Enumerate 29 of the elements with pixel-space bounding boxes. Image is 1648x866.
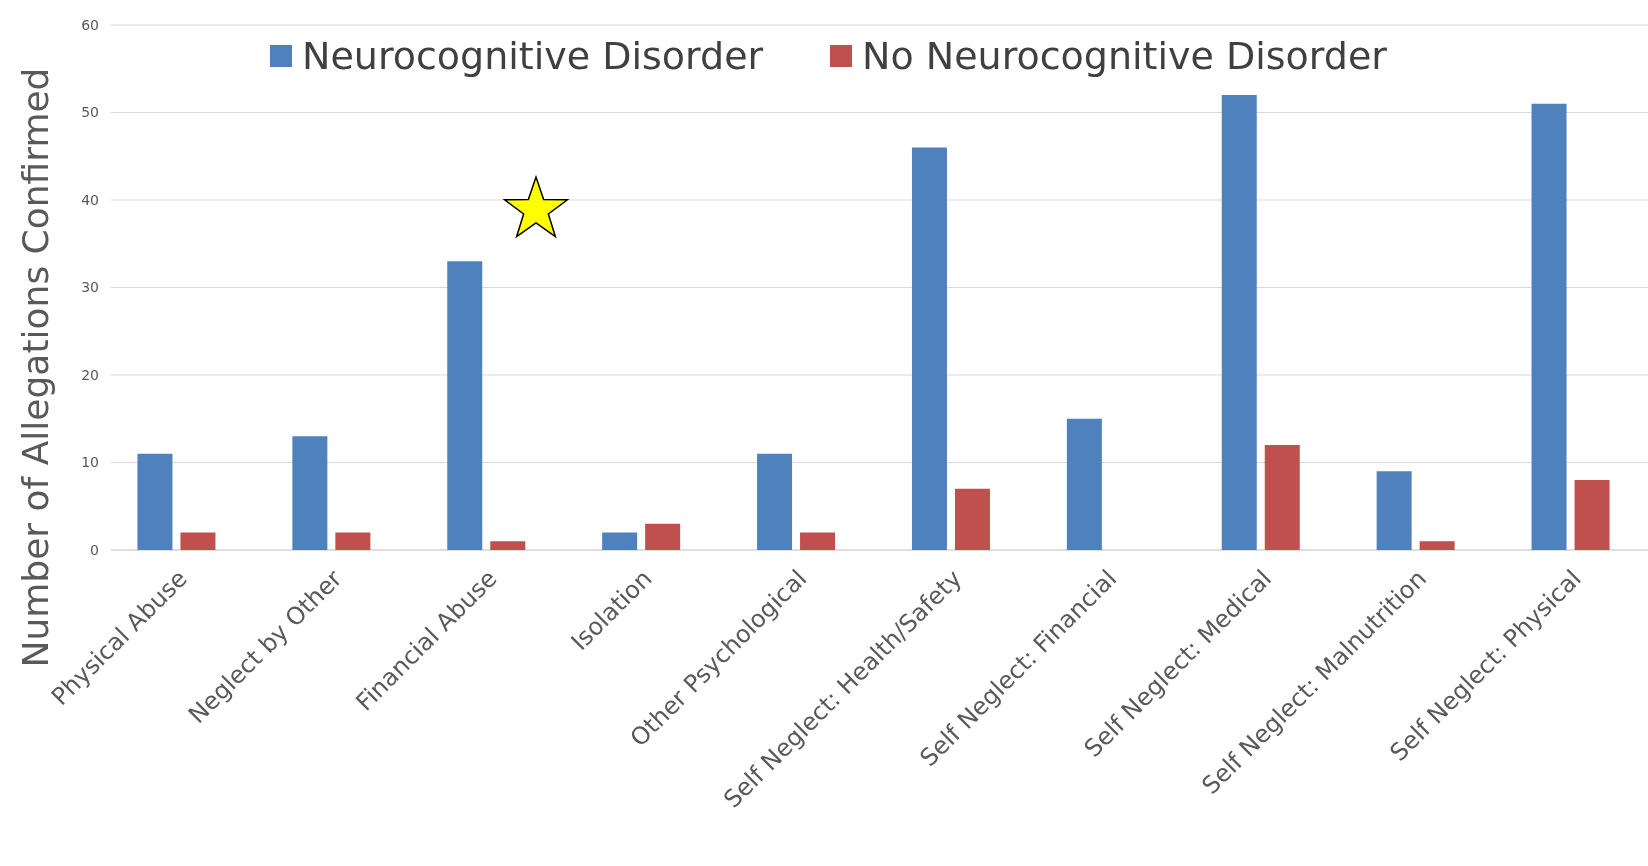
y-tick-label: 40 [81,191,99,208]
bar [1264,445,1300,550]
bar [1376,471,1412,550]
bar [800,532,836,550]
bar [954,488,990,550]
bar [645,523,681,550]
bar [1221,95,1257,550]
legend-label: No Neurocognitive Disorder [862,34,1388,79]
bar [292,436,328,550]
bar [180,532,216,550]
bar [490,541,526,550]
bar [1419,541,1455,550]
bar [447,261,483,550]
bar [1574,480,1610,550]
y-axis-title: Number of Allegations Confirmed [15,67,56,668]
bar [757,453,793,550]
bar [137,453,173,550]
y-tick-label: 60 [81,16,99,33]
y-tick-label: 30 [81,279,99,296]
bar [602,532,638,550]
bar [1531,103,1567,550]
y-tick-label: 10 [81,454,99,471]
y-tick-label: 50 [81,104,99,121]
bar [335,532,371,550]
bar [911,147,947,550]
y-tick-label: 0 [90,541,99,558]
legend-label: Neurocognitive Disorder [302,34,764,79]
bar [1066,418,1102,550]
y-tick-label: 20 [81,366,99,383]
